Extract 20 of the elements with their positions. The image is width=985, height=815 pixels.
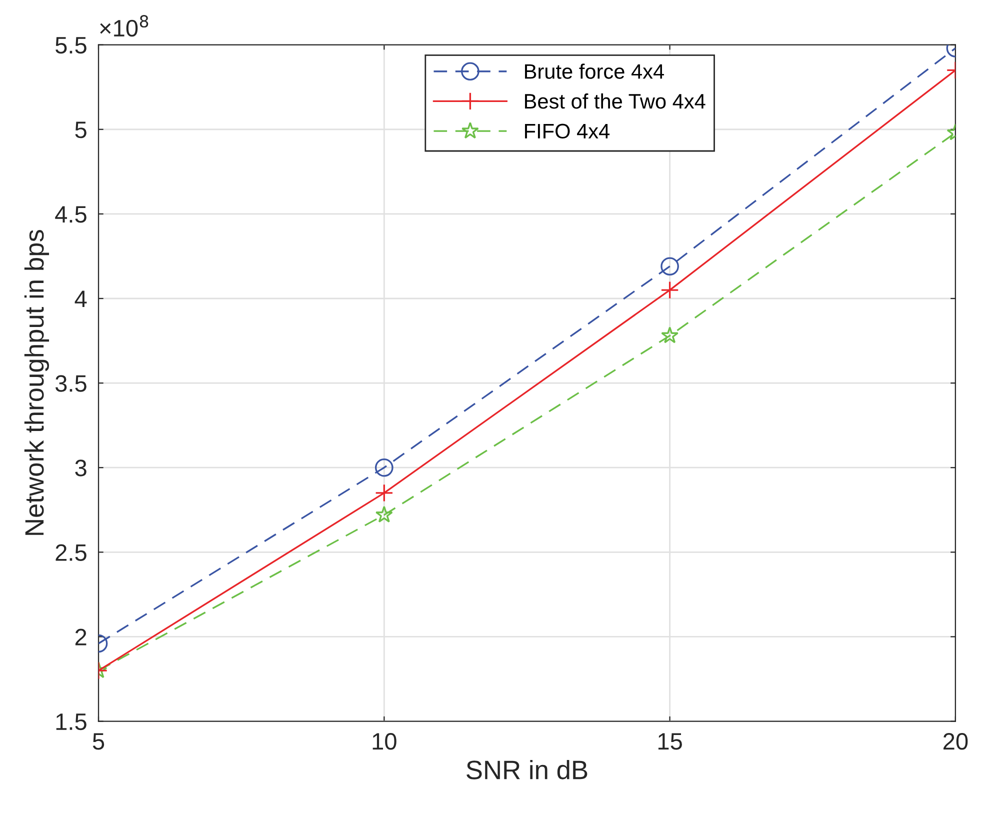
legend-label: FIFO 4x4 [525,124,610,139]
text: ×10$^{8}$ [100,15,148,37]
y-tick-label: 2.5 [56,544,86,561]
legend-label: Brute force 4x4 [525,64,664,79]
y-tick-label: 4 [74,290,87,308]
y-tick-label: 5.5 [56,37,86,54]
y-tick-label: 3 [75,460,86,476]
y-axis-title: Network throughput in bps [24,230,50,535]
legend-label: Best of the Two 4x4 [525,93,706,109]
x-axis-title: SNR in dB [466,760,588,780]
x-tick-label: 5 [92,733,104,750]
x-tick-label: 10 [372,733,396,750]
x-tick-label: 15 [658,733,682,750]
y-tick-label: 5 [75,122,86,138]
x-tick-label: 20 [944,733,968,750]
point [660,257,679,276]
y-tick-label: 2 [75,628,86,646]
y-tick-label: 1.5 [56,714,86,730]
y-tick-label: 4.5 [55,206,86,223]
y-tick-label: 3.5 [55,375,86,392]
